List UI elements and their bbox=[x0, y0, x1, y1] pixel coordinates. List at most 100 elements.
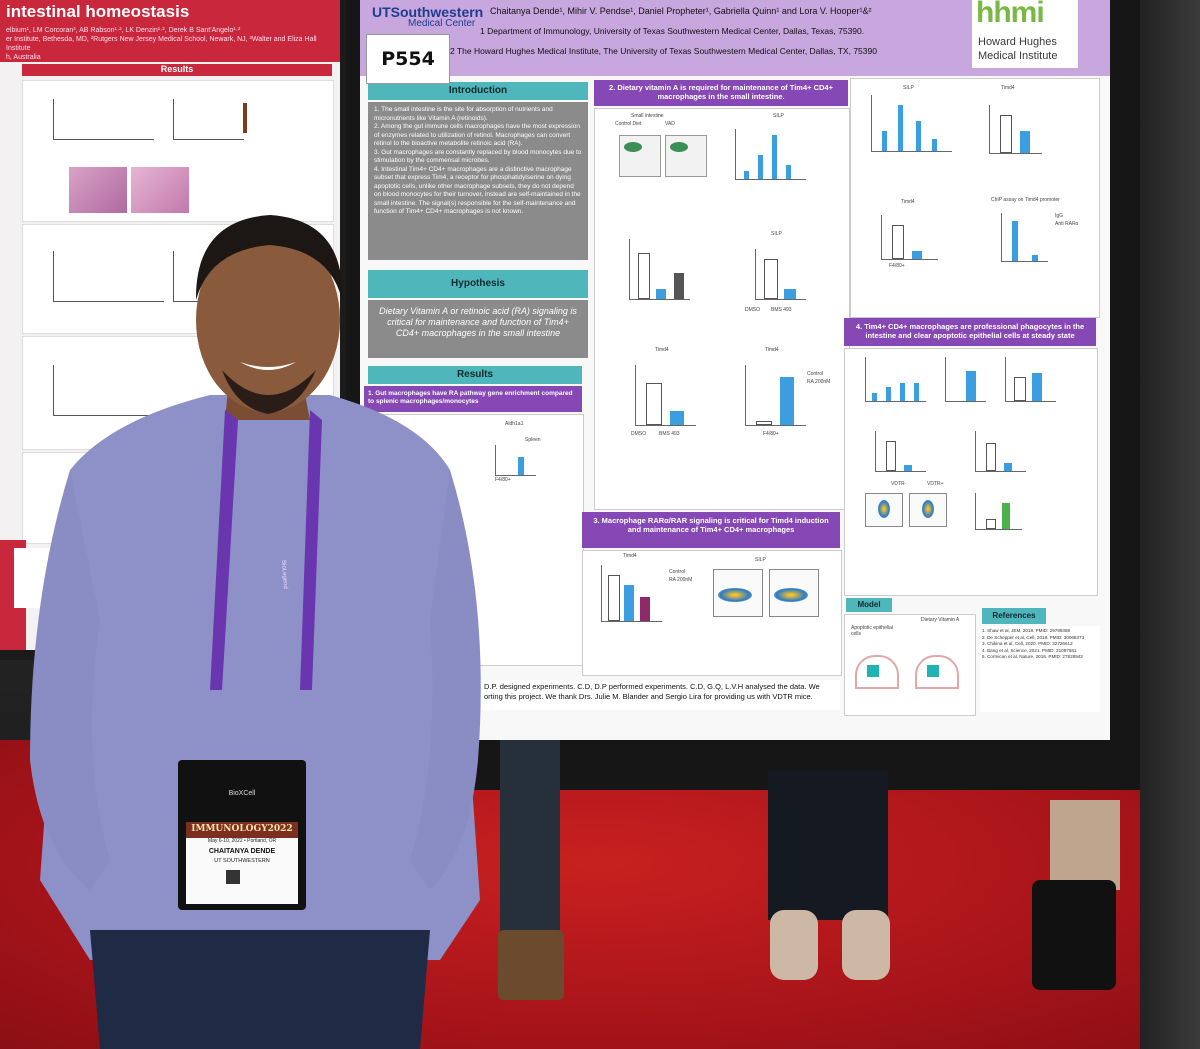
chart-4c-bar-1 bbox=[1014, 377, 1026, 401]
chart-re-bar-2 bbox=[912, 251, 922, 259]
visitor-legs-1 bbox=[500, 740, 560, 960]
dmso-label-d: DMSO bbox=[745, 307, 760, 313]
results-section-4-heading: 4. Tim4+ CD4+ macrophages are profession… bbox=[844, 318, 1096, 346]
reference-item: 4. Bang et al, Science, 2021. PMID: 3109… bbox=[982, 647, 1077, 653]
chart-c-bar-vad bbox=[656, 289, 666, 299]
chart-chip-bar-1 bbox=[1012, 221, 1018, 261]
chart-rb-bar-4 bbox=[932, 139, 937, 151]
left-poster: intestinal homeostasis elbium¹, LM Corco… bbox=[0, 0, 340, 650]
introduction-heading: Introduction bbox=[368, 82, 588, 100]
chart-4a-bar-1 bbox=[872, 393, 877, 401]
badge-pouch-brand: BioXCell bbox=[228, 790, 256, 797]
bms-label-e: BMS 493 bbox=[659, 431, 680, 437]
chart-4a bbox=[865, 357, 926, 402]
control-legend-f: Control bbox=[807, 371, 824, 377]
badge-event: IMMUNOLOGY2022 bbox=[191, 824, 293, 834]
left-histology-image-1 bbox=[69, 167, 127, 213]
chart-4g-bar-2 bbox=[1002, 503, 1010, 529]
reference-item: 3. Chikina et al, Cell, 2020. PMID: 3272… bbox=[982, 641, 1073, 646]
f480-label-re: F4/80+ bbox=[889, 263, 905, 269]
visitor-shoe-2b bbox=[842, 910, 890, 980]
references-list: 1. Shaw et al, JEM, 2018. PMID: 29789388… bbox=[980, 626, 1100, 712]
timd4-label-f: Timd4 bbox=[765, 347, 779, 353]
intro-item-2: 2. Among the gut immune cells macrophage… bbox=[374, 123, 580, 147]
reference-item: 1. Shaw et al, JEM, 2018. PMID: 29789388 bbox=[982, 628, 1071, 633]
flow-plot-h1 bbox=[713, 569, 763, 617]
model-villus-2 bbox=[915, 655, 959, 689]
chart-rc-bar-2 bbox=[1020, 131, 1030, 153]
left-colon-image bbox=[243, 103, 247, 133]
chart-e bbox=[635, 365, 696, 426]
intro-item-1: 1. The small intestine is the site for a… bbox=[374, 106, 553, 122]
chart-b-bar-2 bbox=[758, 155, 763, 179]
chart-4a-bar-4 bbox=[914, 383, 919, 401]
chart-g-bar-ra bbox=[624, 585, 634, 621]
model-villus-1 bbox=[855, 655, 899, 689]
chart-d bbox=[755, 249, 806, 300]
visitor-shoe-2a bbox=[770, 910, 818, 980]
chart-4c bbox=[1005, 357, 1056, 402]
chart-g-bar-control bbox=[608, 575, 620, 621]
aldh1a1-silp-bar bbox=[518, 457, 524, 475]
control-legend-g: Control bbox=[669, 569, 686, 575]
chart-rb-bar-1 bbox=[882, 131, 887, 151]
poster-number: P554 bbox=[366, 34, 450, 84]
chart-4d bbox=[875, 431, 926, 472]
chart-e-bar-bms bbox=[670, 411, 684, 425]
left-histology-image-2 bbox=[131, 167, 189, 213]
chart-b-bar-4 bbox=[786, 165, 791, 179]
chart-f bbox=[745, 365, 806, 426]
hhmi-name-line1: Howard Hughes bbox=[978, 36, 1057, 48]
intro-item-4: 4. Intestinal Tim4+ CD4+ macrophages are… bbox=[374, 165, 581, 216]
visitor-legs-3 bbox=[1050, 800, 1120, 890]
chart-chip bbox=[1001, 213, 1048, 262]
chart-e-bar-dmso bbox=[646, 383, 662, 425]
left-weight-chart-1 bbox=[53, 251, 164, 302]
left-results-panel-4 bbox=[22, 452, 334, 544]
chart-4e bbox=[975, 431, 1026, 472]
results-section-3-heading: 3. Macrophage RARα/RAR signaling is crit… bbox=[582, 512, 840, 548]
chart-f-bar-control bbox=[756, 421, 772, 425]
flow-population-control bbox=[624, 142, 642, 152]
small-intestine-label: Small intestine bbox=[631, 113, 664, 119]
chart-c-bar-vad-ra bbox=[674, 273, 684, 299]
badge-name: CHAITANYA DENDE bbox=[208, 848, 276, 855]
gene-heatmap-list bbox=[435, 555, 526, 625]
flow-plot-h2 bbox=[769, 569, 819, 617]
acknowledgement-line1: D.P. designed experiments. C.D, D.P perf… bbox=[484, 682, 820, 691]
chart-4e-bar-1 bbox=[986, 443, 996, 471]
flow-plot-vdtr-plus bbox=[909, 493, 947, 527]
hypothesis-heading: Hypothesis bbox=[368, 270, 588, 298]
chart-rc bbox=[989, 105, 1042, 154]
control-diet-label: Control Diet bbox=[615, 121, 642, 127]
timd4-label-re: Timd4 bbox=[901, 199, 915, 205]
left-conclusion-box bbox=[14, 548, 74, 608]
left-authors-line2: er Institute, Bethesda, MD, ²Rutgers New… bbox=[6, 36, 317, 52]
anti-rara-legend: Anti RARα bbox=[1055, 221, 1079, 227]
visitor-boot-1 bbox=[498, 930, 564, 1000]
poster-header: UTSouthwestern Medical Center Chaitanya … bbox=[360, 0, 1110, 76]
vdtr-plus-label: VDTR+ bbox=[927, 481, 944, 487]
results-section-2-heading: 2. Dietary vitamin A is required for mai… bbox=[594, 80, 848, 106]
chart-g-bar-am80 bbox=[640, 597, 650, 621]
chart-rc-bar-1 bbox=[1000, 115, 1012, 153]
chart-rb bbox=[871, 95, 952, 152]
reference-item: 5. Cormican et al, Nature, 2016. PMID: 2… bbox=[982, 654, 1083, 659]
chart-g bbox=[601, 565, 662, 622]
left-authors-line3: h, Australia bbox=[6, 54, 41, 61]
left-results-panel-1 bbox=[22, 80, 334, 222]
right-board-edge bbox=[1140, 0, 1200, 1049]
timd4-label-g: Timd4 bbox=[623, 553, 637, 559]
chart-b-bar-1 bbox=[744, 171, 749, 179]
badge-org: UT SOUTHWESTERN bbox=[214, 858, 270, 864]
chip-label: ChIP assay on Timd4 promoter bbox=[991, 197, 1060, 203]
poster-affiliation-2: 2 The Howard Hughes Medical Institute, T… bbox=[450, 46, 877, 56]
visitor-boot-3 bbox=[1032, 880, 1116, 990]
left-survival-chart bbox=[173, 99, 244, 140]
chart-4b-bar bbox=[966, 371, 976, 401]
timd4-label-e: Timd4 bbox=[655, 347, 669, 353]
acknowledgement-line2: orting this project. We thank Drs. Julie… bbox=[484, 692, 813, 701]
hhmi-logo-box: hhmi Howard Hughes Medical Institute bbox=[972, 0, 1078, 68]
results-section-2-panel: Small intestine Control Diet VAD SILP SI… bbox=[594, 108, 850, 510]
model-heading: Model bbox=[846, 598, 892, 612]
